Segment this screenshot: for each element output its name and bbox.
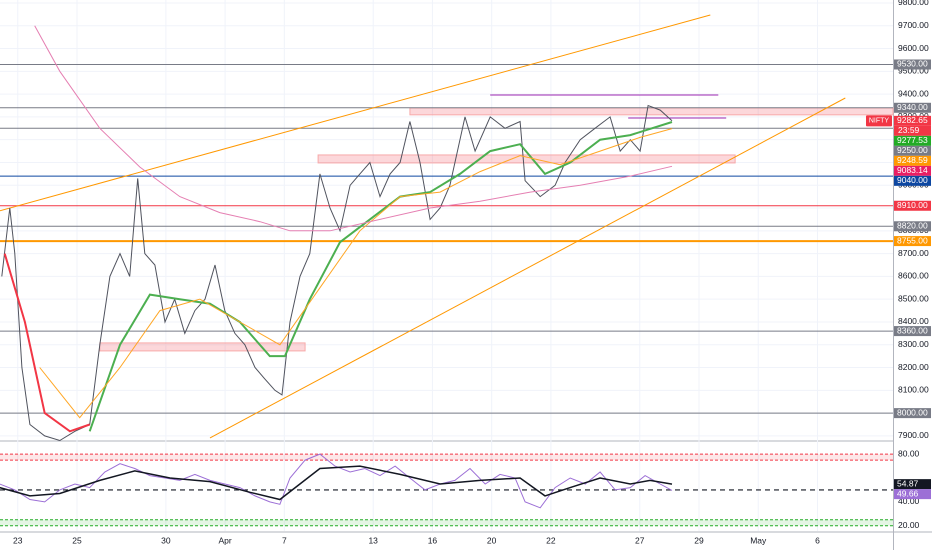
y-tick-label: 9600.00 [898, 43, 929, 53]
axis-price-label: 9277.53 [897, 135, 928, 145]
y-tick-label: 9700.00 [898, 20, 929, 30]
rsi-line [0, 453, 673, 509]
y-tick-label: 9400.00 [898, 88, 929, 98]
axis-price-tag [894, 479, 931, 490]
trendline [0, 14, 711, 212]
axis-price-label: 9083.14 [897, 165, 928, 175]
axis-price-tag [894, 200, 931, 211]
rsi-line [0, 465, 673, 501]
axis-price-label: 8910.00 [897, 200, 928, 210]
axis-price-tag [894, 155, 931, 166]
axis-price-tag [894, 236, 931, 247]
axis-price-label: 9340.00 [897, 102, 928, 112]
y-tick-label: 9800.00 [898, 0, 929, 7]
y-tick-label: 80.00 [898, 448, 920, 458]
x-tick-label: 25 [72, 535, 82, 545]
axis-price-tag [894, 135, 931, 146]
y-tick-label: 8200.00 [898, 362, 929, 372]
x-tick-label: Apr [218, 535, 231, 545]
y-tick-label: 8600.00 [898, 271, 929, 281]
x-tick-label: May [750, 535, 767, 545]
label-layer: NIFTY9530.009340.0023:599282.659277.5392… [866, 59, 931, 500]
y-tick-label: 7900.00 [898, 430, 929, 440]
axis-price-label: 9530.00 [897, 59, 928, 69]
axis-price-tag [894, 489, 931, 500]
x-tick-label: 7 [282, 535, 287, 545]
axis-price-tag [894, 59, 931, 70]
y-tick-label: 8400.00 [898, 316, 929, 326]
axis-price-label: 9040.00 [897, 175, 928, 185]
countdown-tag [894, 125, 931, 136]
axis-price-label: 8000.00 [897, 407, 928, 417]
data-layer [0, 14, 894, 509]
axis-price-tag [894, 102, 931, 113]
price-line [39, 128, 673, 419]
symbol-tag [866, 115, 892, 127]
x-tick-label: 29 [694, 535, 704, 545]
zone [317, 154, 736, 164]
axis-price-label: 49.66 [897, 488, 919, 498]
axis-price-tag [894, 221, 931, 232]
axis-price-label: 9250.00 [897, 145, 928, 155]
x-tick-label: 30 [161, 535, 171, 545]
axis-price-tag [894, 165, 931, 176]
axis-price-tag [894, 145, 931, 156]
price-line [3, 253, 91, 433]
x-tick-label: 27 [635, 535, 645, 545]
axis-price-tag [894, 175, 931, 186]
countdown-label: 23:59 [898, 125, 920, 135]
x-tick-label: 22 [546, 535, 556, 545]
price-line [88, 121, 673, 432]
axis-price-label: 54.87 [897, 478, 919, 488]
axis-price-label: 8820.00 [897, 221, 928, 231]
y-tick-label: 8700.00 [898, 248, 929, 258]
axis-price-label: 8755.00 [897, 235, 928, 245]
y-tick-label: 9500.00 [898, 66, 929, 76]
axis-price-tag [894, 326, 931, 337]
x-tick-label: 20 [487, 535, 497, 545]
zone [99, 342, 306, 352]
symbol-label: NIFTY [869, 118, 890, 125]
y-tick-label: 8100.00 [898, 385, 929, 395]
y-tick-label: 8500.00 [898, 293, 929, 303]
price-line [34, 25, 673, 232]
x-tick-label: 16 [428, 535, 438, 545]
axis-price-tag [894, 408, 931, 419]
trendline [209, 97, 846, 439]
x-tick-label: 23 [13, 535, 23, 545]
y-tick-label: 20.00 [898, 520, 920, 530]
axis-price-label: 9282.65 [897, 115, 928, 125]
axis-price-tag [894, 115, 931, 126]
price-line [1, 104, 673, 442]
axis-price-label: 9248.59 [897, 155, 928, 165]
axis-price-label: 8360.00 [897, 325, 928, 335]
rsi-band [0, 519, 893, 526]
rsi-band [0, 454, 893, 461]
y-tick-label: 40.00 [898, 496, 920, 506]
x-tick-label: 13 [368, 535, 378, 545]
y-tick-label: 8300.00 [898, 339, 929, 349]
x-tick-label: 6 [815, 535, 820, 545]
